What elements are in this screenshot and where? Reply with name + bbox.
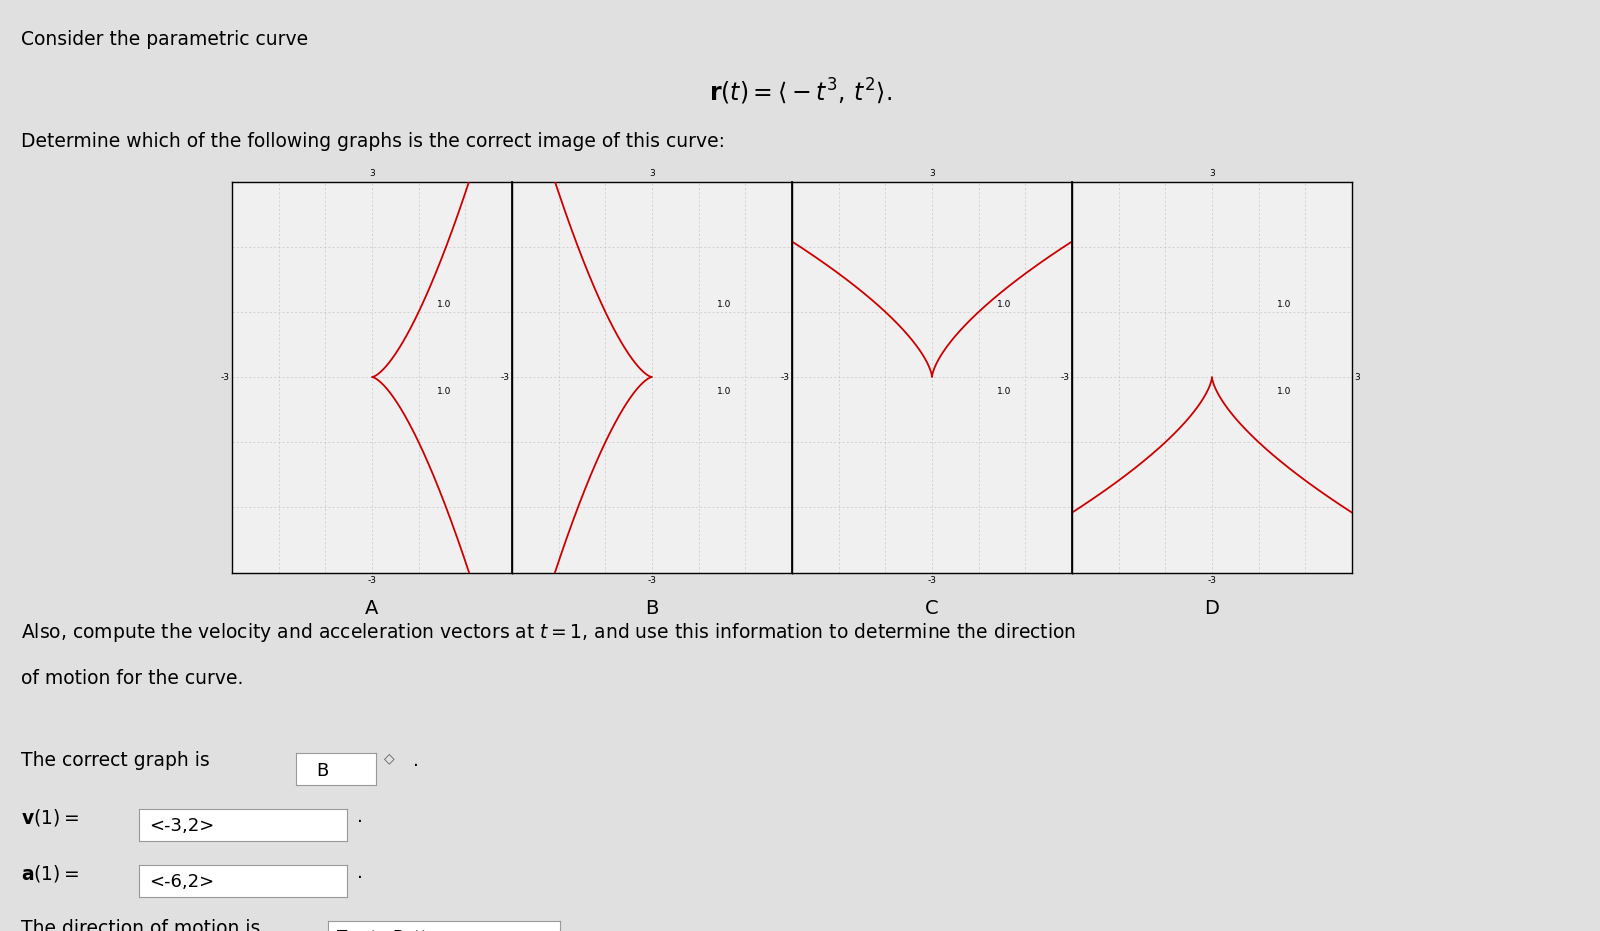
Text: 3: 3 bbox=[514, 372, 520, 382]
Text: 1.0: 1.0 bbox=[997, 387, 1011, 396]
Text: $\mathbf{v}(1) =$: $\mathbf{v}(1) =$ bbox=[21, 807, 78, 829]
Text: D: D bbox=[1205, 599, 1219, 617]
Text: .: . bbox=[357, 807, 363, 826]
Text: A: A bbox=[365, 599, 379, 617]
Text: -3: -3 bbox=[648, 575, 656, 585]
Text: $\mathbf{a}(1) =$: $\mathbf{a}(1) =$ bbox=[21, 863, 80, 884]
Text: Also, compute the velocity and acceleration vectors at $t = 1$, and use this inf: Also, compute the velocity and accelerat… bbox=[21, 621, 1075, 644]
Text: <-3,2>: <-3,2> bbox=[150, 817, 214, 835]
Text: -3: -3 bbox=[781, 372, 790, 382]
Text: 3: 3 bbox=[1354, 372, 1360, 382]
Text: 1.0: 1.0 bbox=[1277, 300, 1291, 309]
Text: <-6,2>: <-6,2> bbox=[150, 873, 214, 891]
Text: -3: -3 bbox=[1208, 575, 1216, 585]
Text: -3: -3 bbox=[928, 575, 936, 585]
Text: Consider the parametric curve: Consider the parametric curve bbox=[21, 30, 307, 48]
Text: 3: 3 bbox=[650, 169, 654, 179]
Text: 1.0: 1.0 bbox=[717, 387, 731, 396]
Text: .: . bbox=[413, 751, 419, 770]
Text: .: . bbox=[568, 919, 574, 931]
Text: -3: -3 bbox=[501, 372, 510, 382]
Text: 3: 3 bbox=[930, 169, 934, 179]
Text: B: B bbox=[645, 599, 659, 617]
Text: Determine which of the following graphs is the correct image of this curve:: Determine which of the following graphs … bbox=[21, 132, 725, 151]
Text: 3: 3 bbox=[370, 169, 374, 179]
Text: 3: 3 bbox=[1210, 169, 1214, 179]
Text: -3: -3 bbox=[368, 575, 376, 585]
Text: 1.0: 1.0 bbox=[437, 387, 451, 396]
Text: $\mathbf{r}(t) = \left\langle -t^3,\, t^2 \right\rangle.$: $\mathbf{r}(t) = \left\langle -t^3,\, t^… bbox=[709, 76, 891, 106]
Text: 1.0: 1.0 bbox=[717, 300, 731, 309]
Text: 3: 3 bbox=[1074, 372, 1080, 382]
Text: 1.0: 1.0 bbox=[997, 300, 1011, 309]
Text: of motion for the curve.: of motion for the curve. bbox=[21, 669, 243, 688]
Text: 1.0: 1.0 bbox=[1277, 387, 1291, 396]
Text: The direction of motion is: The direction of motion is bbox=[21, 919, 261, 931]
Text: 3: 3 bbox=[794, 372, 800, 382]
Text: Top-to-Bottom: Top-to-Bottom bbox=[338, 929, 454, 931]
Text: -3: -3 bbox=[221, 372, 230, 382]
Text: -3: -3 bbox=[1061, 372, 1070, 382]
Text: ◇: ◇ bbox=[384, 751, 395, 765]
Text: The correct graph is: The correct graph is bbox=[21, 751, 210, 770]
Text: 1.0: 1.0 bbox=[437, 300, 451, 309]
Text: .: . bbox=[357, 863, 363, 882]
Text: C: C bbox=[925, 599, 939, 617]
Text: B: B bbox=[317, 762, 328, 779]
